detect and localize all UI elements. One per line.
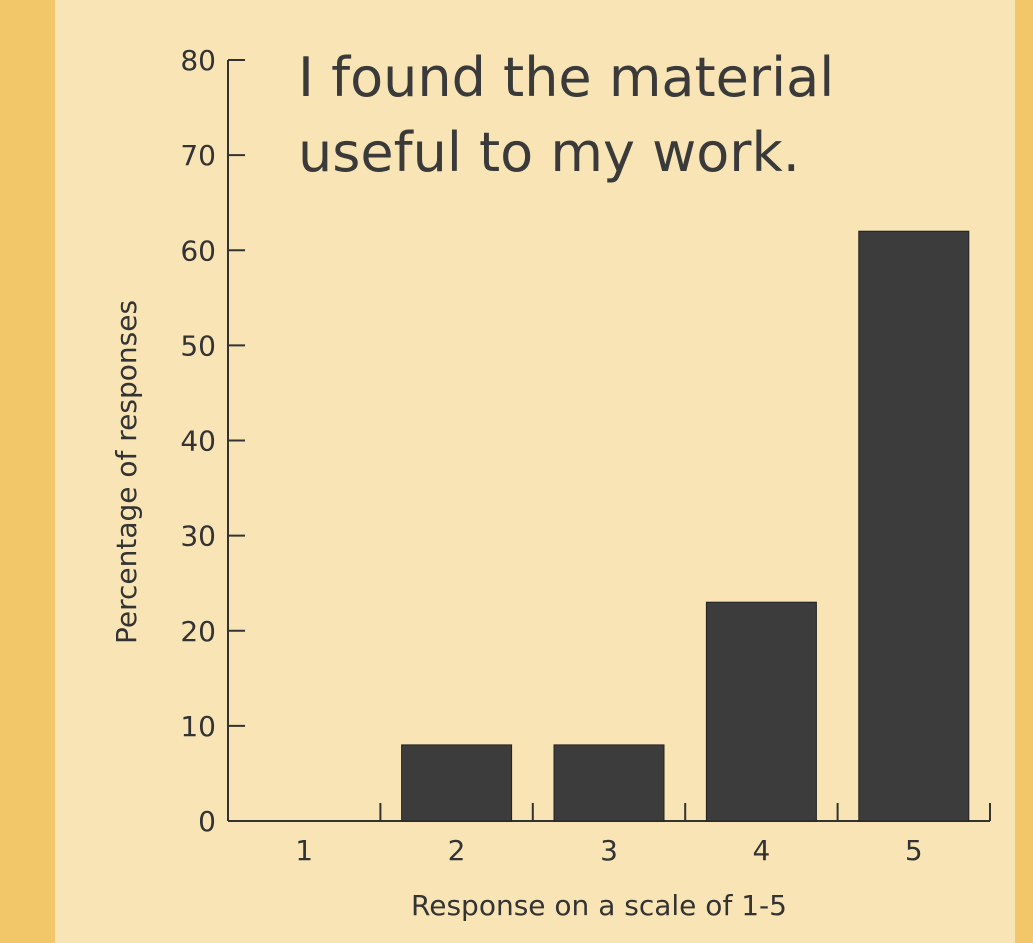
x-tick-label: 1 [295,834,313,867]
y-tick-label: 0 [198,805,216,838]
y-tick-label: 70 [180,139,216,172]
x-tick-label: 4 [752,834,770,867]
bar [401,744,513,822]
y-tick-label: 80 [180,44,216,77]
bar [705,601,817,822]
chart-title: I found the material useful to my work. [298,46,835,184]
y-tick-label: 20 [180,615,216,648]
x-tick-label: 5 [905,834,923,867]
x-tick-label: 3 [600,834,618,867]
y-tick-label: 50 [180,329,216,362]
y-axis-label: Percentage of responses [110,300,143,644]
y-tick-label: 30 [180,520,216,553]
chart-panel [55,0,1015,943]
x-tick-label: 2 [448,834,466,867]
y-tick-label: 40 [180,425,216,458]
x-axis-label: Response on a scale of 1-5 [411,889,787,922]
bar [858,230,970,822]
y-tick-label: 60 [180,234,216,267]
bar [553,744,665,822]
y-tick-label: 10 [180,710,216,743]
